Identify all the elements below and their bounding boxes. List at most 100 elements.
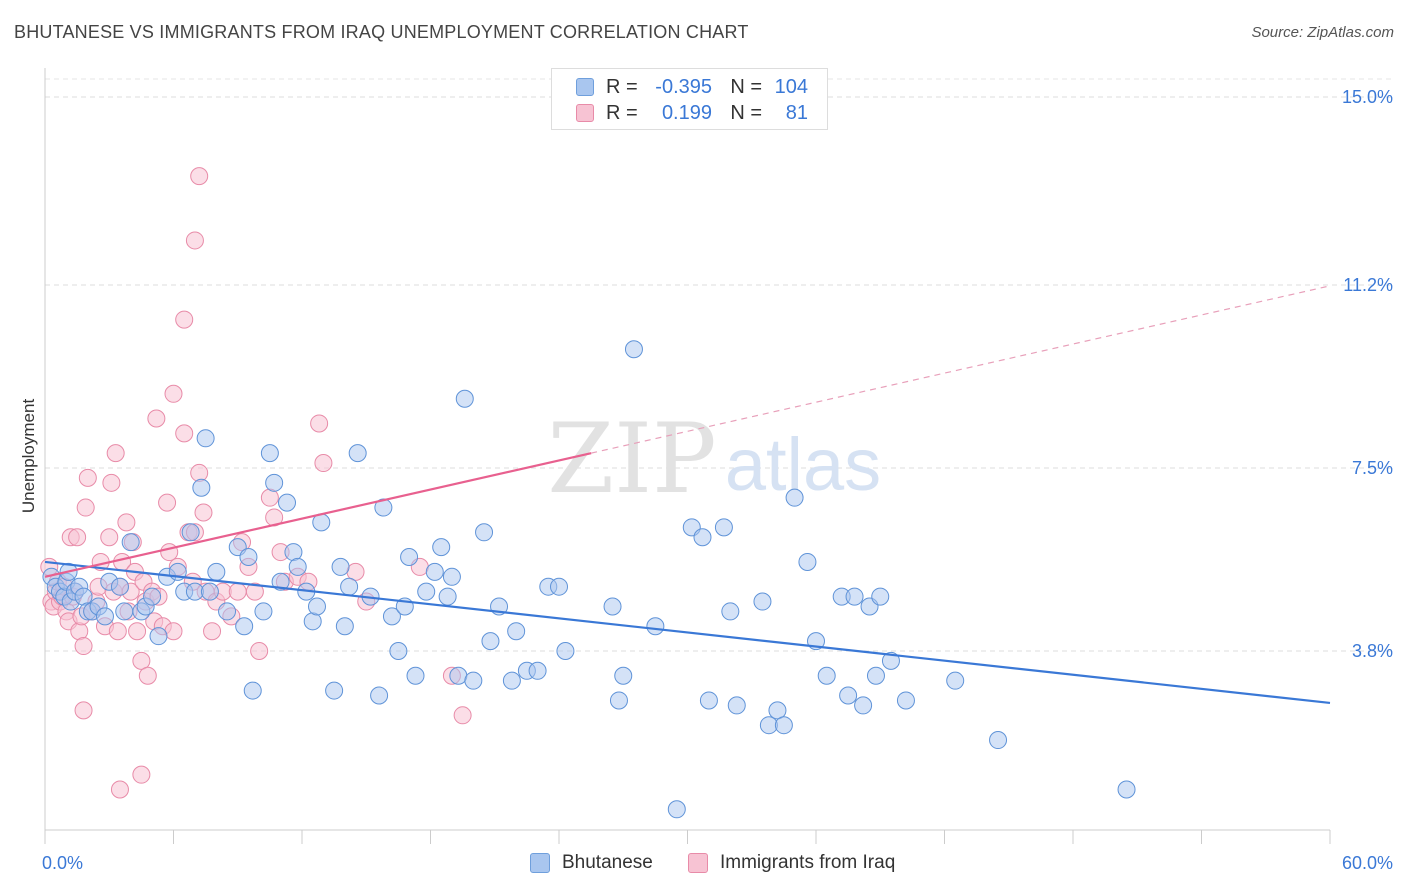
bhutanese-point [785, 488, 804, 507]
y-tick-label: 11.2% [1343, 275, 1393, 295]
bhutanese-point [714, 518, 733, 537]
legend-box: R = -0.395 N = 104 R = 0.199 N = 81 [551, 68, 828, 130]
bhutanese-point [239, 548, 258, 567]
iraq-point [78, 468, 97, 487]
iraq-point [190, 167, 209, 186]
legend-r-value: -0.395 [655, 75, 712, 98]
bhutanese-point [866, 666, 885, 685]
bhutanese-point [432, 538, 451, 557]
watermark: ZIP atlas [547, 403, 881, 515]
bhutanese-point [307, 597, 326, 616]
bhutanese-point [774, 716, 793, 735]
source-label: Source: ZipAtlas.com [1251, 24, 1394, 41]
bhutanese-point [798, 552, 817, 571]
bhutanese-point [284, 543, 303, 562]
bhutanese-point [271, 572, 290, 591]
watermark-zip: ZIP [547, 403, 716, 515]
bhutanese-point [218, 602, 237, 621]
legend-row-iraq: R = 0.199 N = 81 [576, 101, 808, 125]
bhutanese-point [603, 597, 622, 616]
bhutanese-point [455, 389, 474, 408]
bhutanese-point [946, 671, 965, 690]
bhutanese-point [1117, 780, 1136, 799]
bhutanese-point [759, 716, 778, 735]
bhutanese-point [417, 582, 436, 601]
x-tick-label: 60.0% [1342, 853, 1393, 873]
iraq-point [68, 528, 87, 547]
iraq-point [203, 622, 222, 641]
bhutanese-point [400, 548, 419, 567]
bhutanese-point [989, 731, 1008, 750]
iraq-point [110, 780, 129, 799]
legend-r-value: 0.199 [661, 101, 712, 124]
bhutanese-point [340, 577, 359, 596]
bhutanese-point [839, 686, 858, 705]
bhutanese-point [74, 587, 93, 606]
bhutanese-point [425, 562, 444, 581]
bhutanese-point [721, 602, 740, 621]
iraq-point [74, 701, 93, 720]
iraq-point [314, 454, 333, 473]
x-tick-label: 0.0% [42, 853, 83, 873]
iraq-point [245, 582, 264, 601]
iraq-point [190, 463, 209, 482]
bhutanese-point [854, 696, 873, 715]
bhutanese-point [507, 622, 526, 641]
iraq-point [106, 444, 125, 463]
iraq-point [453, 706, 472, 725]
iraq-point [108, 622, 127, 641]
y-tick-label: 7.5% [1352, 458, 1393, 478]
legend-n-value: 81 [785, 101, 808, 124]
iraq-point [310, 414, 329, 433]
bhutanese-point [753, 592, 772, 611]
bhutanese-point [254, 602, 273, 621]
bhutanese-point [235, 617, 254, 636]
bhutanese-point [528, 661, 547, 680]
legend-swatch-iraq [576, 104, 594, 122]
bottom-legend-swatch-bhutanese [530, 853, 550, 873]
bhutanese-point [278, 493, 297, 512]
bhutanese-point [196, 429, 215, 448]
iraq-point [194, 503, 213, 522]
bottom-legend-label-bhutanese: Bhutanese [562, 852, 653, 873]
bhutanese-point [768, 701, 787, 720]
iraq-point [117, 513, 136, 532]
bhutanese-point [374, 498, 393, 517]
bhutanese-point [727, 696, 746, 715]
bhutanese-point [389, 642, 408, 660]
iraq-point [160, 543, 179, 562]
iraq-point [132, 765, 151, 784]
bhutanese-point [115, 602, 134, 621]
bhutanese-point [464, 671, 483, 690]
bhutanese-point [614, 666, 633, 685]
legend-r-label: R = [606, 101, 638, 124]
bhutanese-point [288, 557, 307, 576]
legend-n-label: N = [730, 75, 762, 98]
legend-n-value: 104 [774, 75, 808, 98]
bhutanese-point [143, 587, 162, 606]
series-iraq-points [40, 167, 472, 799]
tick-labels: 3.8% 7.5% 11.2% 15.0% 0.0% 60.0% [42, 87, 1393, 873]
y-axis-label: Unemployment [19, 399, 38, 514]
bhutanese-point [438, 587, 457, 606]
bhutanese-point [896, 691, 915, 710]
bhutanese-point [335, 617, 354, 636]
iraq-point [228, 582, 247, 601]
bhutanese-point [502, 671, 521, 690]
iraq-point [138, 666, 157, 685]
bhutanese-point [325, 681, 344, 700]
y-tick-label: 15.0% [1342, 87, 1393, 107]
iraq-point [158, 493, 177, 512]
iraq-point [102, 473, 121, 492]
iraq-point [164, 384, 183, 403]
bhutanese-point [624, 340, 643, 359]
bhutanese-point [871, 587, 890, 606]
bottom-legend-bhutanese: Bhutanese [530, 852, 653, 874]
iraq-point [164, 622, 183, 641]
bhutanese-point [121, 533, 140, 552]
bhutanese-point [370, 686, 389, 705]
bhutanese-point [149, 627, 168, 646]
bhutanese-point [550, 577, 568, 596]
bhutanese-point [449, 666, 468, 685]
